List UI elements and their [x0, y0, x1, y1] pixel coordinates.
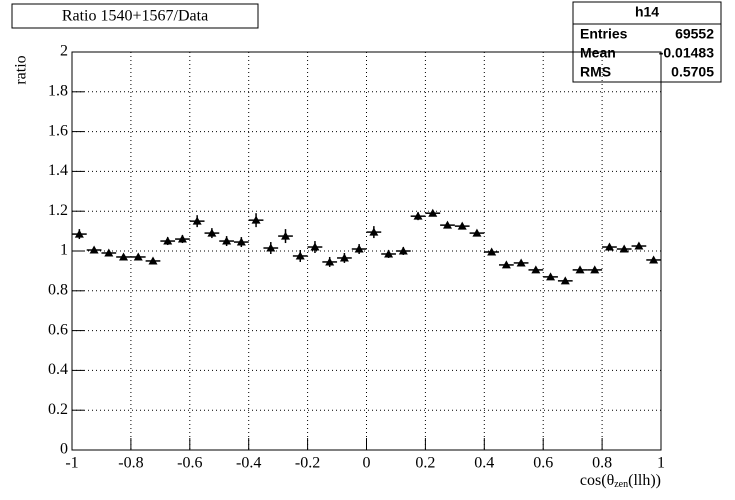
- y-tick-label: 1.6: [48, 122, 68, 139]
- y-tick-label: 0: [60, 441, 68, 458]
- marker: [251, 215, 261, 224]
- stats-label: Entries: [580, 26, 628, 42]
- title-box: [11, 3, 259, 29]
- marker: [501, 260, 511, 269]
- marker: [177, 234, 187, 243]
- x-axis-label: cos(θzen(llh)): [580, 472, 661, 491]
- marker: [266, 243, 276, 252]
- y-tick-label: 1: [60, 242, 68, 259]
- x-label-main: cos(θ: [580, 472, 614, 489]
- x-tick-label: -0.8: [118, 455, 143, 472]
- y-tick-label: 2: [60, 43, 68, 60]
- plot-frame: [71, 51, 662, 451]
- x-label-tail: (llh)): [628, 472, 661, 489]
- marker: [413, 211, 423, 220]
- x-tick-label: 0: [363, 455, 371, 472]
- marker: [575, 265, 585, 274]
- x-tick-label: 1: [657, 455, 665, 472]
- marker: [74, 229, 84, 238]
- x-tick-label: 0.8: [592, 455, 612, 472]
- y-tick-label: 0.2: [48, 401, 68, 418]
- marker: [649, 255, 659, 264]
- marker: [325, 257, 335, 266]
- y-tick-label: 1.2: [48, 202, 68, 219]
- marker: [148, 256, 158, 265]
- y-tick-label: 1.4: [48, 162, 68, 179]
- stats-value: 69552: [675, 26, 714, 42]
- x-tick-label: -1: [65, 455, 78, 472]
- marker: [89, 245, 99, 254]
- chart-title: Ratio 1540+1567/Data: [62, 8, 208, 25]
- marker: [516, 258, 526, 267]
- marker: [119, 252, 129, 261]
- marker: [236, 237, 246, 246]
- x-tick-label: 0.2: [415, 455, 435, 472]
- marker: [546, 272, 556, 281]
- stats-value: 0.5705: [671, 64, 714, 80]
- marker: [634, 241, 644, 250]
- marker: [457, 221, 467, 230]
- marker: [531, 265, 541, 274]
- marker: [339, 253, 349, 262]
- marker: [398, 246, 408, 255]
- marker: [133, 252, 143, 261]
- x-label-sub: zen: [614, 479, 628, 490]
- y-tick-label: 0.4: [48, 361, 68, 378]
- marker: [354, 244, 364, 253]
- x-tick-label: 0.4: [474, 455, 494, 472]
- marker: [604, 242, 614, 251]
- marker: [442, 220, 452, 229]
- marker: [590, 265, 600, 274]
- marker: [472, 228, 482, 237]
- marker: [560, 276, 570, 285]
- stats-label: Mean: [580, 45, 616, 61]
- x-tick-label: -0.6: [177, 455, 202, 472]
- marker: [192, 216, 202, 225]
- marker: [163, 236, 173, 245]
- marker: [222, 236, 232, 245]
- marker: [369, 227, 379, 236]
- marker: [384, 249, 394, 258]
- x-tick-label: 0.6: [533, 455, 553, 472]
- stats-label: RMS: [580, 64, 611, 80]
- stats-box: [572, 1, 722, 83]
- y-tick-label: 1.8: [48, 82, 68, 99]
- marker: [281, 231, 291, 240]
- stats-title: h14: [635, 4, 659, 20]
- x-tick-label: -0.2: [295, 455, 320, 472]
- x-tick-label: -0.4: [236, 455, 261, 472]
- y-tick-label: 0.8: [48, 281, 68, 298]
- marker: [310, 242, 320, 251]
- marker: [207, 228, 217, 237]
- marker: [428, 208, 438, 217]
- marker: [295, 251, 305, 260]
- marker: [619, 244, 629, 253]
- marker: [104, 248, 114, 257]
- marker: [487, 247, 497, 256]
- y-tick-label: 0.6: [48, 321, 68, 338]
- stats-value: -0.01483: [659, 45, 714, 61]
- y-axis-label: ratio: [13, 55, 30, 84]
